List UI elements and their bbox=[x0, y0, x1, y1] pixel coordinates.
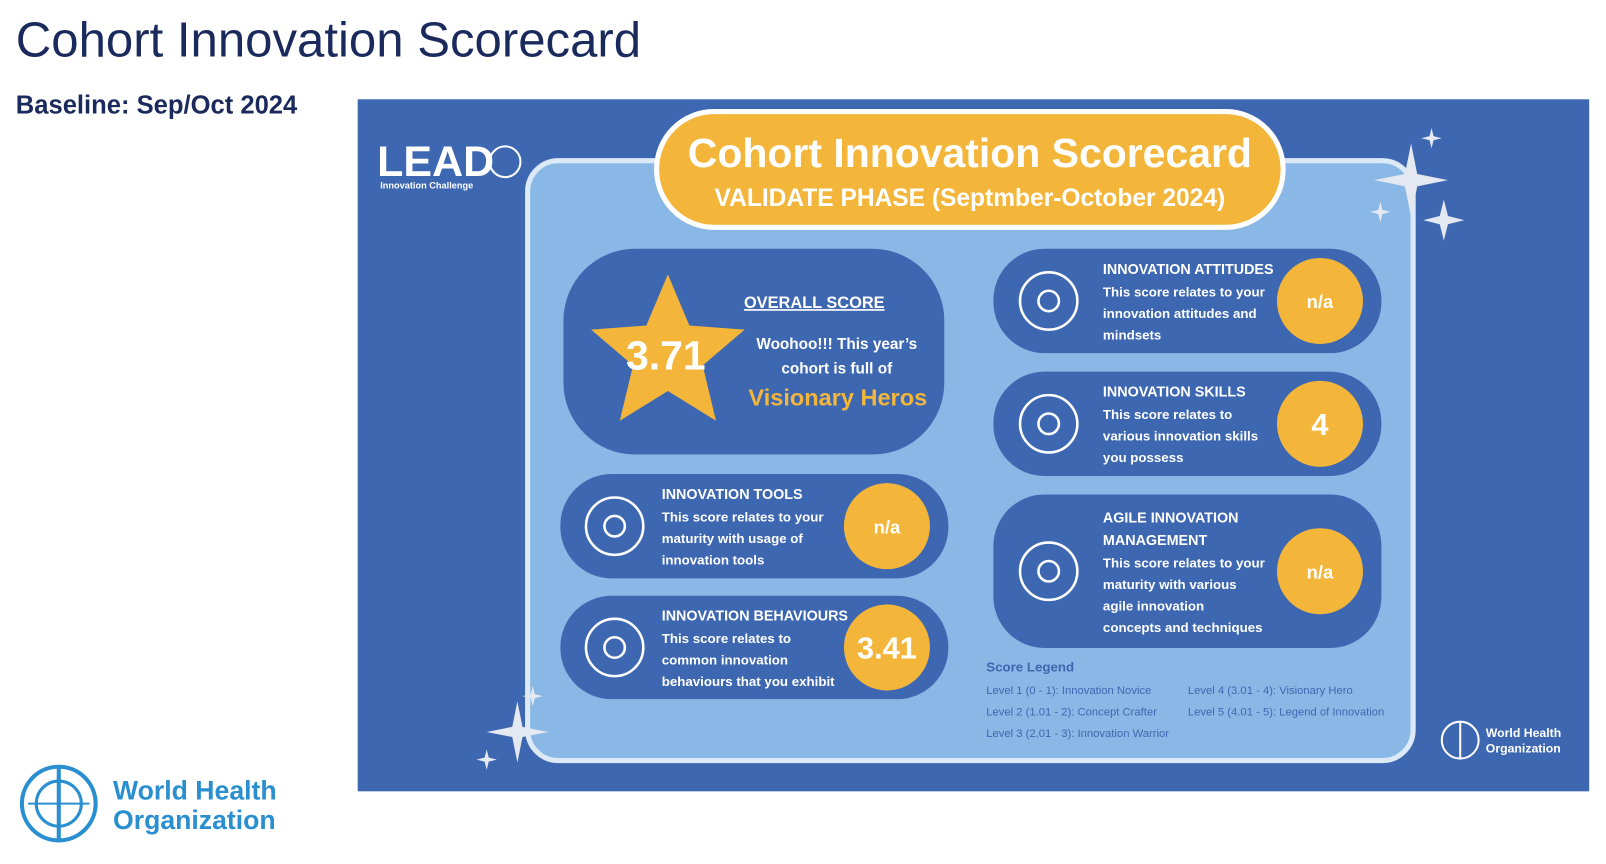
banner-title: Cohort Innovation Scorecard bbox=[688, 130, 1252, 176]
overall-score: 3.71 bbox=[626, 333, 706, 379]
card-score: n/a bbox=[1307, 291, 1334, 312]
card-bg bbox=[993, 248, 1382, 354]
score-cards: INNOVATION TOOLS This score relates to yo… bbox=[560, 248, 1382, 700]
legend: Level 1 (0 - 1): Innovation Novice Level … bbox=[986, 685, 1384, 740]
legend-item: Level 2 (1.01 - 2): Concept Crafter bbox=[986, 707, 1157, 719]
score-card: INNOVATION BEHAVIOURS This score relates … bbox=[560, 595, 949, 700]
overall-message: cohort is full of bbox=[781, 361, 893, 378]
legend-item: Level 4 (3.01 - 4): Visionary Hero bbox=[1188, 685, 1353, 697]
score-circle bbox=[843, 483, 930, 570]
score-circle bbox=[1276, 380, 1363, 467]
card-score: 3.41 bbox=[857, 631, 917, 666]
card-bg bbox=[993, 494, 1382, 648]
overall-highlight: Visionary Heros bbox=[748, 384, 927, 410]
card-description: common innovation bbox=[662, 652, 788, 667]
card-description: concepts and techniques bbox=[1103, 620, 1263, 635]
card-icon bbox=[1037, 559, 1061, 583]
card-description: agile innovation bbox=[1103, 599, 1204, 614]
card-icon bbox=[603, 635, 627, 660]
lead-icon bbox=[488, 145, 522, 179]
card-description: This score relates to bbox=[662, 631, 791, 646]
card-description: This score relates to your bbox=[1103, 284, 1265, 299]
card-description: This score relates to your bbox=[662, 510, 824, 525]
card-icon bbox=[1018, 541, 1079, 602]
card-score: 4 bbox=[1311, 407, 1328, 442]
legend-item: Level 1 (0 - 1): Innovation Novice bbox=[986, 685, 1151, 697]
card-description: innovation tools bbox=[662, 553, 765, 568]
card-icon bbox=[1037, 289, 1061, 313]
card-icon bbox=[1037, 412, 1061, 436]
card-score: n/a bbox=[874, 516, 901, 537]
card-score: n/a bbox=[1307, 561, 1334, 582]
card-icon bbox=[584, 496, 645, 557]
card-icon bbox=[1018, 393, 1079, 454]
card-title: INNOVATION BEHAVIOURS bbox=[662, 608, 848, 624]
card-title: AGILE INNOVATION bbox=[1103, 511, 1239, 527]
card-description: various innovation skills bbox=[1103, 429, 1258, 444]
card-title: INNOVATION TOOLS bbox=[662, 487, 803, 503]
score-card: INNOVATION ATTITUDES This score relates t… bbox=[993, 248, 1382, 354]
overall-label: OVERALL SCORE bbox=[744, 294, 885, 312]
card-description: innovation attitudes and bbox=[1103, 306, 1257, 321]
who-emblem bbox=[19, 764, 98, 843]
score-circle bbox=[1276, 257, 1363, 344]
score-circle bbox=[1276, 528, 1363, 615]
card-icon bbox=[603, 514, 627, 538]
score-card: AGILE INNOVATION MANAGEMENT This score rel… bbox=[993, 494, 1382, 648]
card-description: maturity with various bbox=[1103, 577, 1237, 592]
score-card: INNOVATION SKILLS This score relates to va… bbox=[993, 371, 1382, 477]
who-logo-line: World Health bbox=[113, 776, 277, 806]
card-description: you possess bbox=[1103, 450, 1184, 465]
card-description: behaviours that you exhibit bbox=[662, 674, 835, 689]
sparkles bbox=[476, 127, 1465, 770]
panel-who-emblem bbox=[1440, 720, 1480, 760]
panel-who-line: World Health bbox=[1486, 726, 1561, 740]
star bbox=[591, 274, 745, 421]
legend-title: Score Legend bbox=[986, 660, 1074, 675]
banner bbox=[654, 109, 1286, 230]
banner-subtitle: VALIDATE PHASE (Septmber-October 2024) bbox=[715, 185, 1226, 212]
card-icon bbox=[1018, 271, 1079, 331]
score-circle bbox=[843, 604, 930, 691]
card-bg bbox=[993, 371, 1382, 477]
overall-message: Woohoo!!! This year’s bbox=[756, 336, 917, 353]
card-description: mindsets bbox=[1103, 327, 1161, 342]
legend-item: Level 3 (2.01 - 3): Innovation Warrior bbox=[986, 728, 1169, 740]
slide-subtitle: Baseline: Sep/Oct 2024 bbox=[16, 92, 298, 120]
legend-item: Level 5 (4.01 - 5): Legend of Innovation bbox=[1188, 707, 1384, 719]
card-bg bbox=[560, 595, 949, 700]
panel-who-line: Organization bbox=[1486, 741, 1561, 755]
card-title: INNOVATION ATTITUDES bbox=[1103, 262, 1274, 278]
card-description: maturity with usage of bbox=[662, 531, 804, 546]
score-card: INNOVATION TOOLS This score relates to yo… bbox=[560, 473, 949, 579]
who-logo-line: Organization bbox=[113, 805, 276, 835]
lead-tagline: Innovation Challenge bbox=[380, 180, 473, 190]
card-title: MANAGEMENT bbox=[1103, 533, 1208, 549]
card-description: This score relates to bbox=[1103, 407, 1232, 422]
lead-logo: LEAD bbox=[377, 138, 494, 186]
slide-title: Cohort Innovation Scorecard bbox=[16, 13, 641, 67]
card-bg bbox=[560, 473, 949, 579]
card-title: INNOVATION SKILLS bbox=[1103, 385, 1246, 401]
card-icon bbox=[584, 617, 645, 678]
card-description: This score relates to your bbox=[1103, 556, 1265, 571]
